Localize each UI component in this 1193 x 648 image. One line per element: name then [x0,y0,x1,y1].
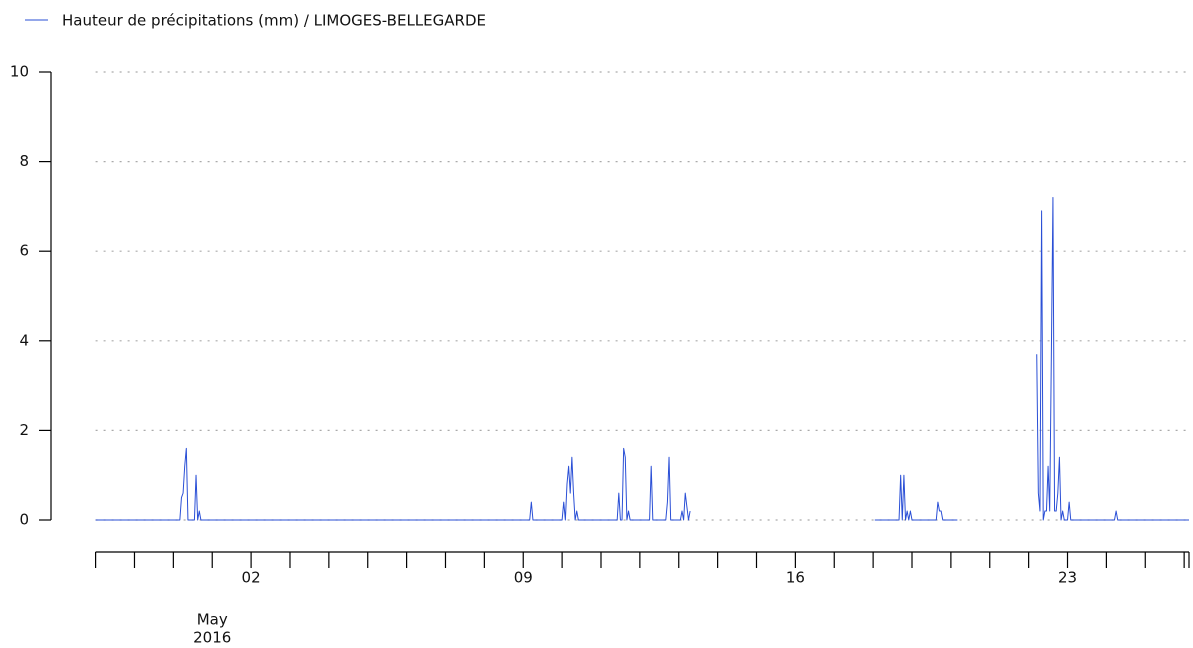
x-axis-label: 2016 [193,629,231,647]
y-tick-label: 6 [19,242,29,260]
x-tick-label: 02 [242,569,261,587]
y-tick-label: 4 [19,331,29,349]
legend-label: Hauteur de précipitations (mm) / LIMOGES… [62,12,486,30]
x-tick-label: 09 [514,569,533,587]
data-line [95,196,1189,521]
x-axis-label: May [197,611,228,629]
y-tick-label: 2 [19,421,29,439]
y-tick-label: 0 [19,511,29,529]
y-tick-label: 8 [19,152,29,170]
x-tick-label: 23 [1058,569,1077,587]
x-tick-label: 16 [786,569,805,587]
y-tick-label: 10 [10,63,29,81]
